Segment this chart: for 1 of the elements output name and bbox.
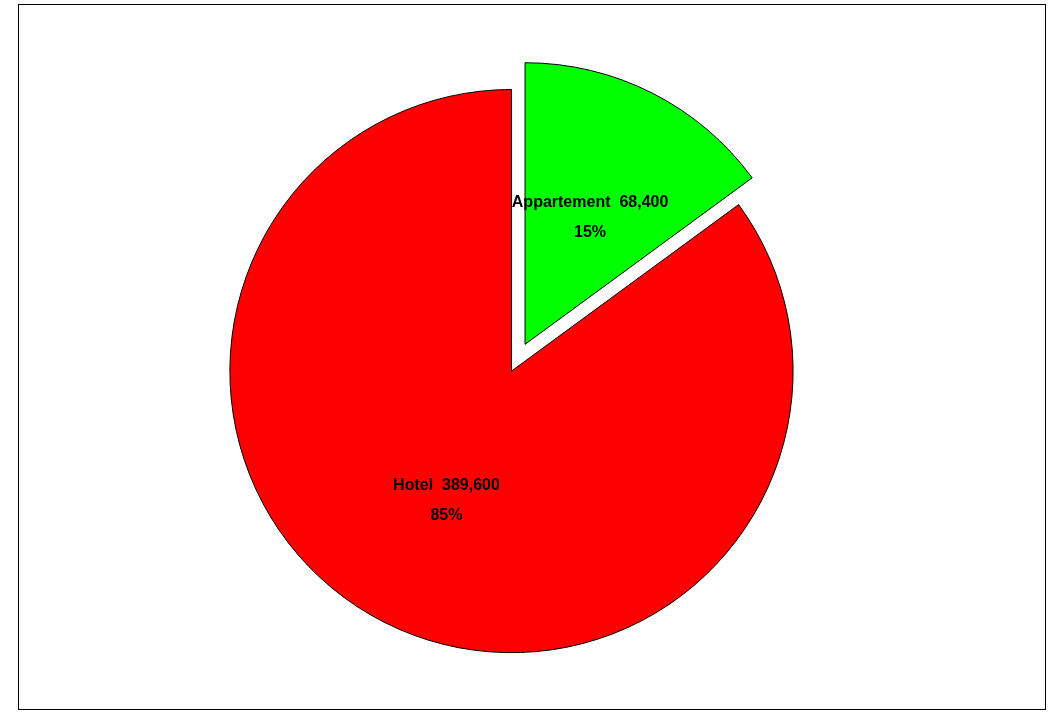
slice-label: Hotel 389,600 85% (393, 475, 500, 523)
